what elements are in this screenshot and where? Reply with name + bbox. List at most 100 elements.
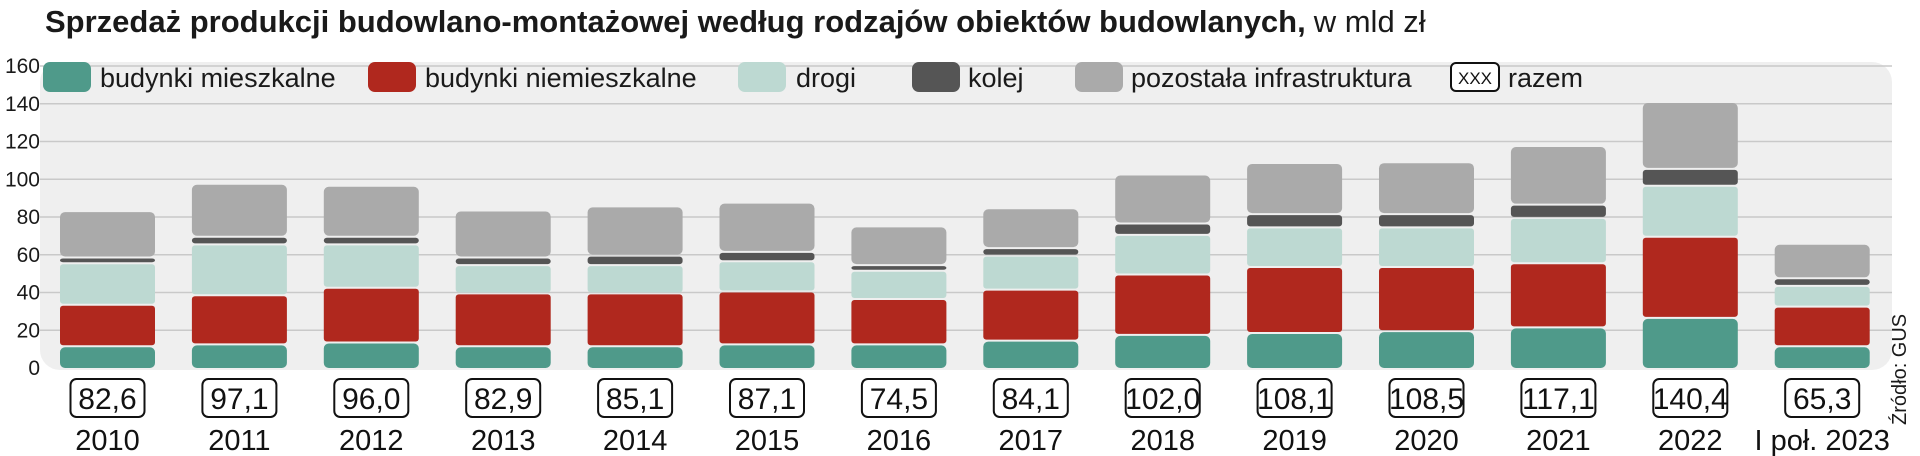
bar-segment <box>323 245 419 287</box>
bar-segment <box>1510 264 1606 327</box>
y-tick-label: 20 <box>17 319 40 342</box>
total-box <box>992 378 1069 418</box>
total-label: 102,0 <box>1125 383 1200 416</box>
x-tick-label: 2016 <box>867 425 932 456</box>
bar-stack <box>1774 244 1870 368</box>
bar-segment <box>983 290 1079 340</box>
y-tick-label: 160 <box>5 55 40 78</box>
bar-segment <box>323 237 419 244</box>
bar-segment <box>1115 224 1211 234</box>
totals: 82,6 97,1 96,0 82,9 85,1 87,1 74,5 84,1 102,0 108… <box>69 378 1861 418</box>
bar-segment <box>1379 163 1474 214</box>
bar-segment <box>719 252 815 261</box>
bar-segment <box>1247 267 1343 333</box>
bar-segment <box>1774 279 1870 285</box>
total-box <box>333 378 410 418</box>
bar-segment <box>1510 328 1606 368</box>
bar-segment <box>1774 347 1870 368</box>
bar-segment <box>719 345 815 368</box>
y-axis-ticks: 0 20 40 60 80 100 120 140 160 <box>5 55 40 380</box>
total-box <box>1124 378 1201 418</box>
bar-segment <box>851 345 947 368</box>
bar-segment <box>191 184 287 236</box>
x-tick-label: 2020 <box>1394 425 1459 456</box>
bar-segment <box>1642 169 1738 185</box>
bar-segment <box>1379 228 1474 266</box>
x-tick-label: 2015 <box>735 425 800 456</box>
y-tick-label: 40 <box>17 282 40 305</box>
bar-segment <box>323 288 419 342</box>
total-label: 85,1 <box>606 383 664 416</box>
bar-stack <box>60 212 155 368</box>
bar-segment <box>455 258 551 265</box>
total-label: 108,1 <box>1257 383 1332 416</box>
x-tick-label: 2014 <box>603 425 668 456</box>
bar-segment <box>1247 215 1343 227</box>
y-tick-label: 80 <box>17 206 40 229</box>
bar-stack <box>719 203 815 368</box>
y-tick-label: 60 <box>17 244 40 267</box>
total-label: 108,5 <box>1389 383 1464 416</box>
bar-segment <box>719 203 815 251</box>
legend-swatch <box>43 62 91 92</box>
total-box <box>729 378 805 418</box>
bar-stack <box>587 207 683 368</box>
bar-stack <box>191 184 287 368</box>
bar-segment <box>323 343 419 368</box>
bar-segment <box>1379 215 1474 227</box>
total-box <box>201 378 278 418</box>
bars <box>60 102 1870 368</box>
x-tick-label: 2021 <box>1526 425 1591 456</box>
x-tick-label: 2012 <box>339 425 404 456</box>
total-label: 140,4 <box>1653 383 1728 416</box>
bar-segment <box>1379 267 1474 331</box>
y-tick-label: 100 <box>5 168 40 191</box>
legend-swatch <box>368 62 416 92</box>
legend-swatch <box>912 62 960 92</box>
bar-stack <box>1247 163 1343 368</box>
bar-segment <box>851 271 947 299</box>
bar-segment <box>1115 335 1211 368</box>
total-label: 96,0 <box>342 383 400 416</box>
bar-segment <box>1642 318 1738 368</box>
bar-segment <box>1115 175 1211 223</box>
bar-segment <box>1510 205 1606 217</box>
y-tick-label: 0 <box>28 357 40 380</box>
total-box <box>69 378 146 418</box>
legend-label: razem <box>1508 63 1583 93</box>
total-label: 117,1 <box>1522 383 1595 416</box>
bar-segment <box>455 294 551 346</box>
x-axis-ticks: 2010 2011 2012 2013 2014 2015 2016 2017 2018 2019… <box>75 425 1890 456</box>
bar-segment <box>1247 163 1343 214</box>
legend-total-sample <box>1450 62 1500 92</box>
bar-segment <box>1247 228 1343 266</box>
y-tick-label: 120 <box>5 131 40 154</box>
bar-segment <box>60 347 155 368</box>
bar-segment <box>587 207 683 255</box>
bar-segment <box>587 266 683 293</box>
legend-label: budynki mieszkalne <box>100 63 336 93</box>
legend: budynki mieszkalne budynki niemieszkalne d… <box>43 62 1583 93</box>
bar-segment <box>1774 307 1870 346</box>
x-tick-label: 2013 <box>471 425 536 456</box>
legend-label: drogi <box>796 63 856 93</box>
bar-segment <box>983 341 1079 368</box>
bar-segment <box>60 212 155 257</box>
bar-segment <box>587 256 683 265</box>
total-box <box>597 378 674 418</box>
bar-stack <box>851 227 947 368</box>
bar-segment <box>1510 146 1606 204</box>
legend-label: kolej <box>968 63 1024 93</box>
total-label: 74,5 <box>870 383 928 416</box>
bar-stack <box>1510 146 1606 368</box>
bar-segment <box>983 249 1079 255</box>
x-tick-label: 2019 <box>1262 425 1327 456</box>
bar-segment <box>1642 186 1738 236</box>
bar-segment <box>1774 244 1870 278</box>
bar-segment <box>587 294 683 346</box>
bar-segment <box>60 258 155 263</box>
legend-swatch <box>1075 62 1123 92</box>
x-tick-label: I poł. 2023 <box>1754 425 1889 456</box>
legend-label: pozostała infrastruktura <box>1131 63 1413 93</box>
bar-segment <box>60 264 155 304</box>
